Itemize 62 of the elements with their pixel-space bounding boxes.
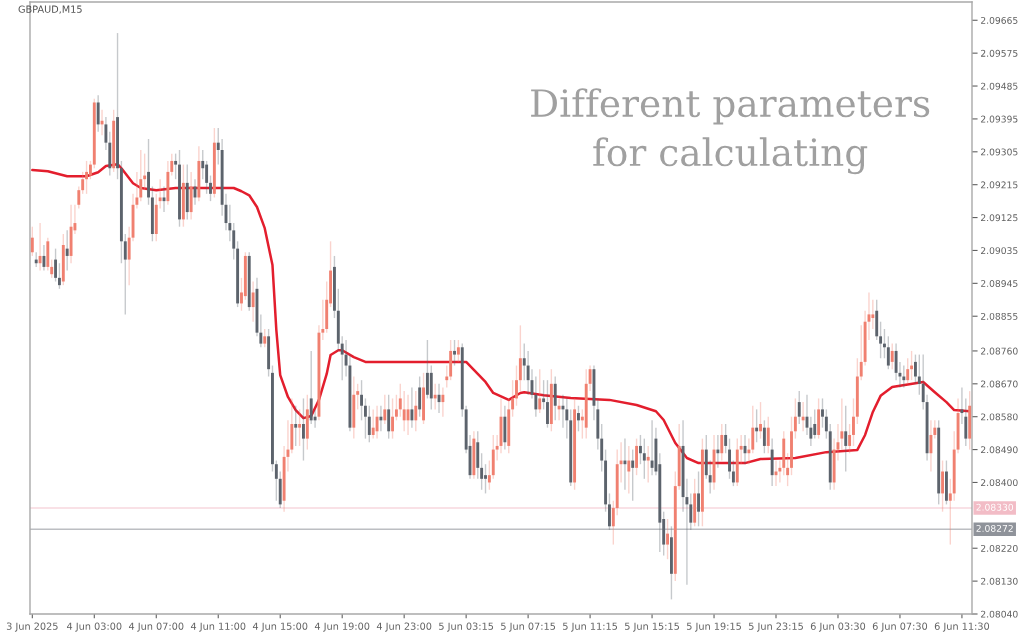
candlestick [515,364,518,407]
x-tick-label: 5 Jun 15:15 [625,622,679,632]
candlestick [85,160,88,195]
y-tick-label: 2.08040 [981,610,1018,618]
candlestick [546,379,549,429]
candlestick [360,379,364,422]
candlestick [941,459,945,513]
x-tick-label: 3 Jun 2025 [6,622,58,632]
x-tick-label: 5 Jun 07:15 [501,622,556,632]
y-tick-label: 2.08580 [981,413,1018,421]
y-tick-label: 2.09485 [981,82,1018,90]
candlestick [577,405,580,433]
candlestick [635,437,639,476]
candlestick [914,353,917,385]
y-tick-label: 2.09215 [981,181,1018,189]
candlestick [302,397,305,462]
candlestick [638,434,642,465]
candlestick [363,397,367,440]
x-tick-label: 5 Jun 03:15 [439,622,494,632]
candlestick [697,470,700,528]
x-tick-label: 6 Jun 03:30 [810,622,866,632]
candlestick [666,518,670,560]
x-tick-label: 4 Jun 11:00 [190,622,246,632]
candlestick [453,339,456,367]
y-tick-label: 2.09305 [981,148,1018,156]
y-tick-label: 2.09395 [981,115,1018,123]
candlestick [608,492,611,531]
chart-title: GBPAUD,M15 [18,5,82,14]
x-tick-label: 6 Jun 11:30 [934,622,990,632]
y-tick-label: 2.08855 [981,312,1018,320]
candlestick [57,262,61,290]
x-tick-label: 4 Jun 07:00 [128,622,184,632]
x-tick-label: 4 Jun 03:00 [66,622,122,632]
x-tick-label: 6 Jun 07:30 [872,622,928,632]
candlestick [54,247,58,283]
x-tick-label: 5 Jun 11:15 [563,622,618,632]
candlestick [391,397,394,440]
y-tick-label: 2.08220 [981,544,1018,552]
x-tick-label: 5 Jun 23:15 [748,622,803,632]
y-tick-label: 2.08490 [981,446,1018,454]
candlestick [728,437,731,480]
candlestick [759,401,762,440]
y-tick-label: 2.08400 [981,479,1018,487]
annotation: Different parameters for calculating [531,88,930,175]
y-tick-label: 2.09575 [981,49,1018,57]
y-tick-label: 2.08670 [981,380,1018,388]
y-tick-label: 2.09125 [981,214,1018,222]
candlestick [209,174,212,202]
y-tick-label: 2.08760 [981,347,1018,355]
x-tick-label: 5 Jun 19:15 [687,622,741,632]
candlestick [852,397,855,447]
x-tick-label: 4 Jun 15:00 [252,622,308,632]
candlestick [821,397,824,429]
y-tick-label: 2.09035 [981,247,1018,255]
candlestick [484,463,487,495]
x-tick-label: 4 Jun 23:00 [376,622,432,632]
y-tick-label: 2.08130 [981,577,1018,585]
y-tick-label: 2.09665 [981,16,1018,24]
x-tick-label: 4 Jun 19:00 [314,622,370,632]
ref-line-label: 2.08330 [976,503,1014,511]
y-tick-label: 2.08945 [981,280,1018,287]
ref-line-label: 2.08272 [976,524,1013,532]
